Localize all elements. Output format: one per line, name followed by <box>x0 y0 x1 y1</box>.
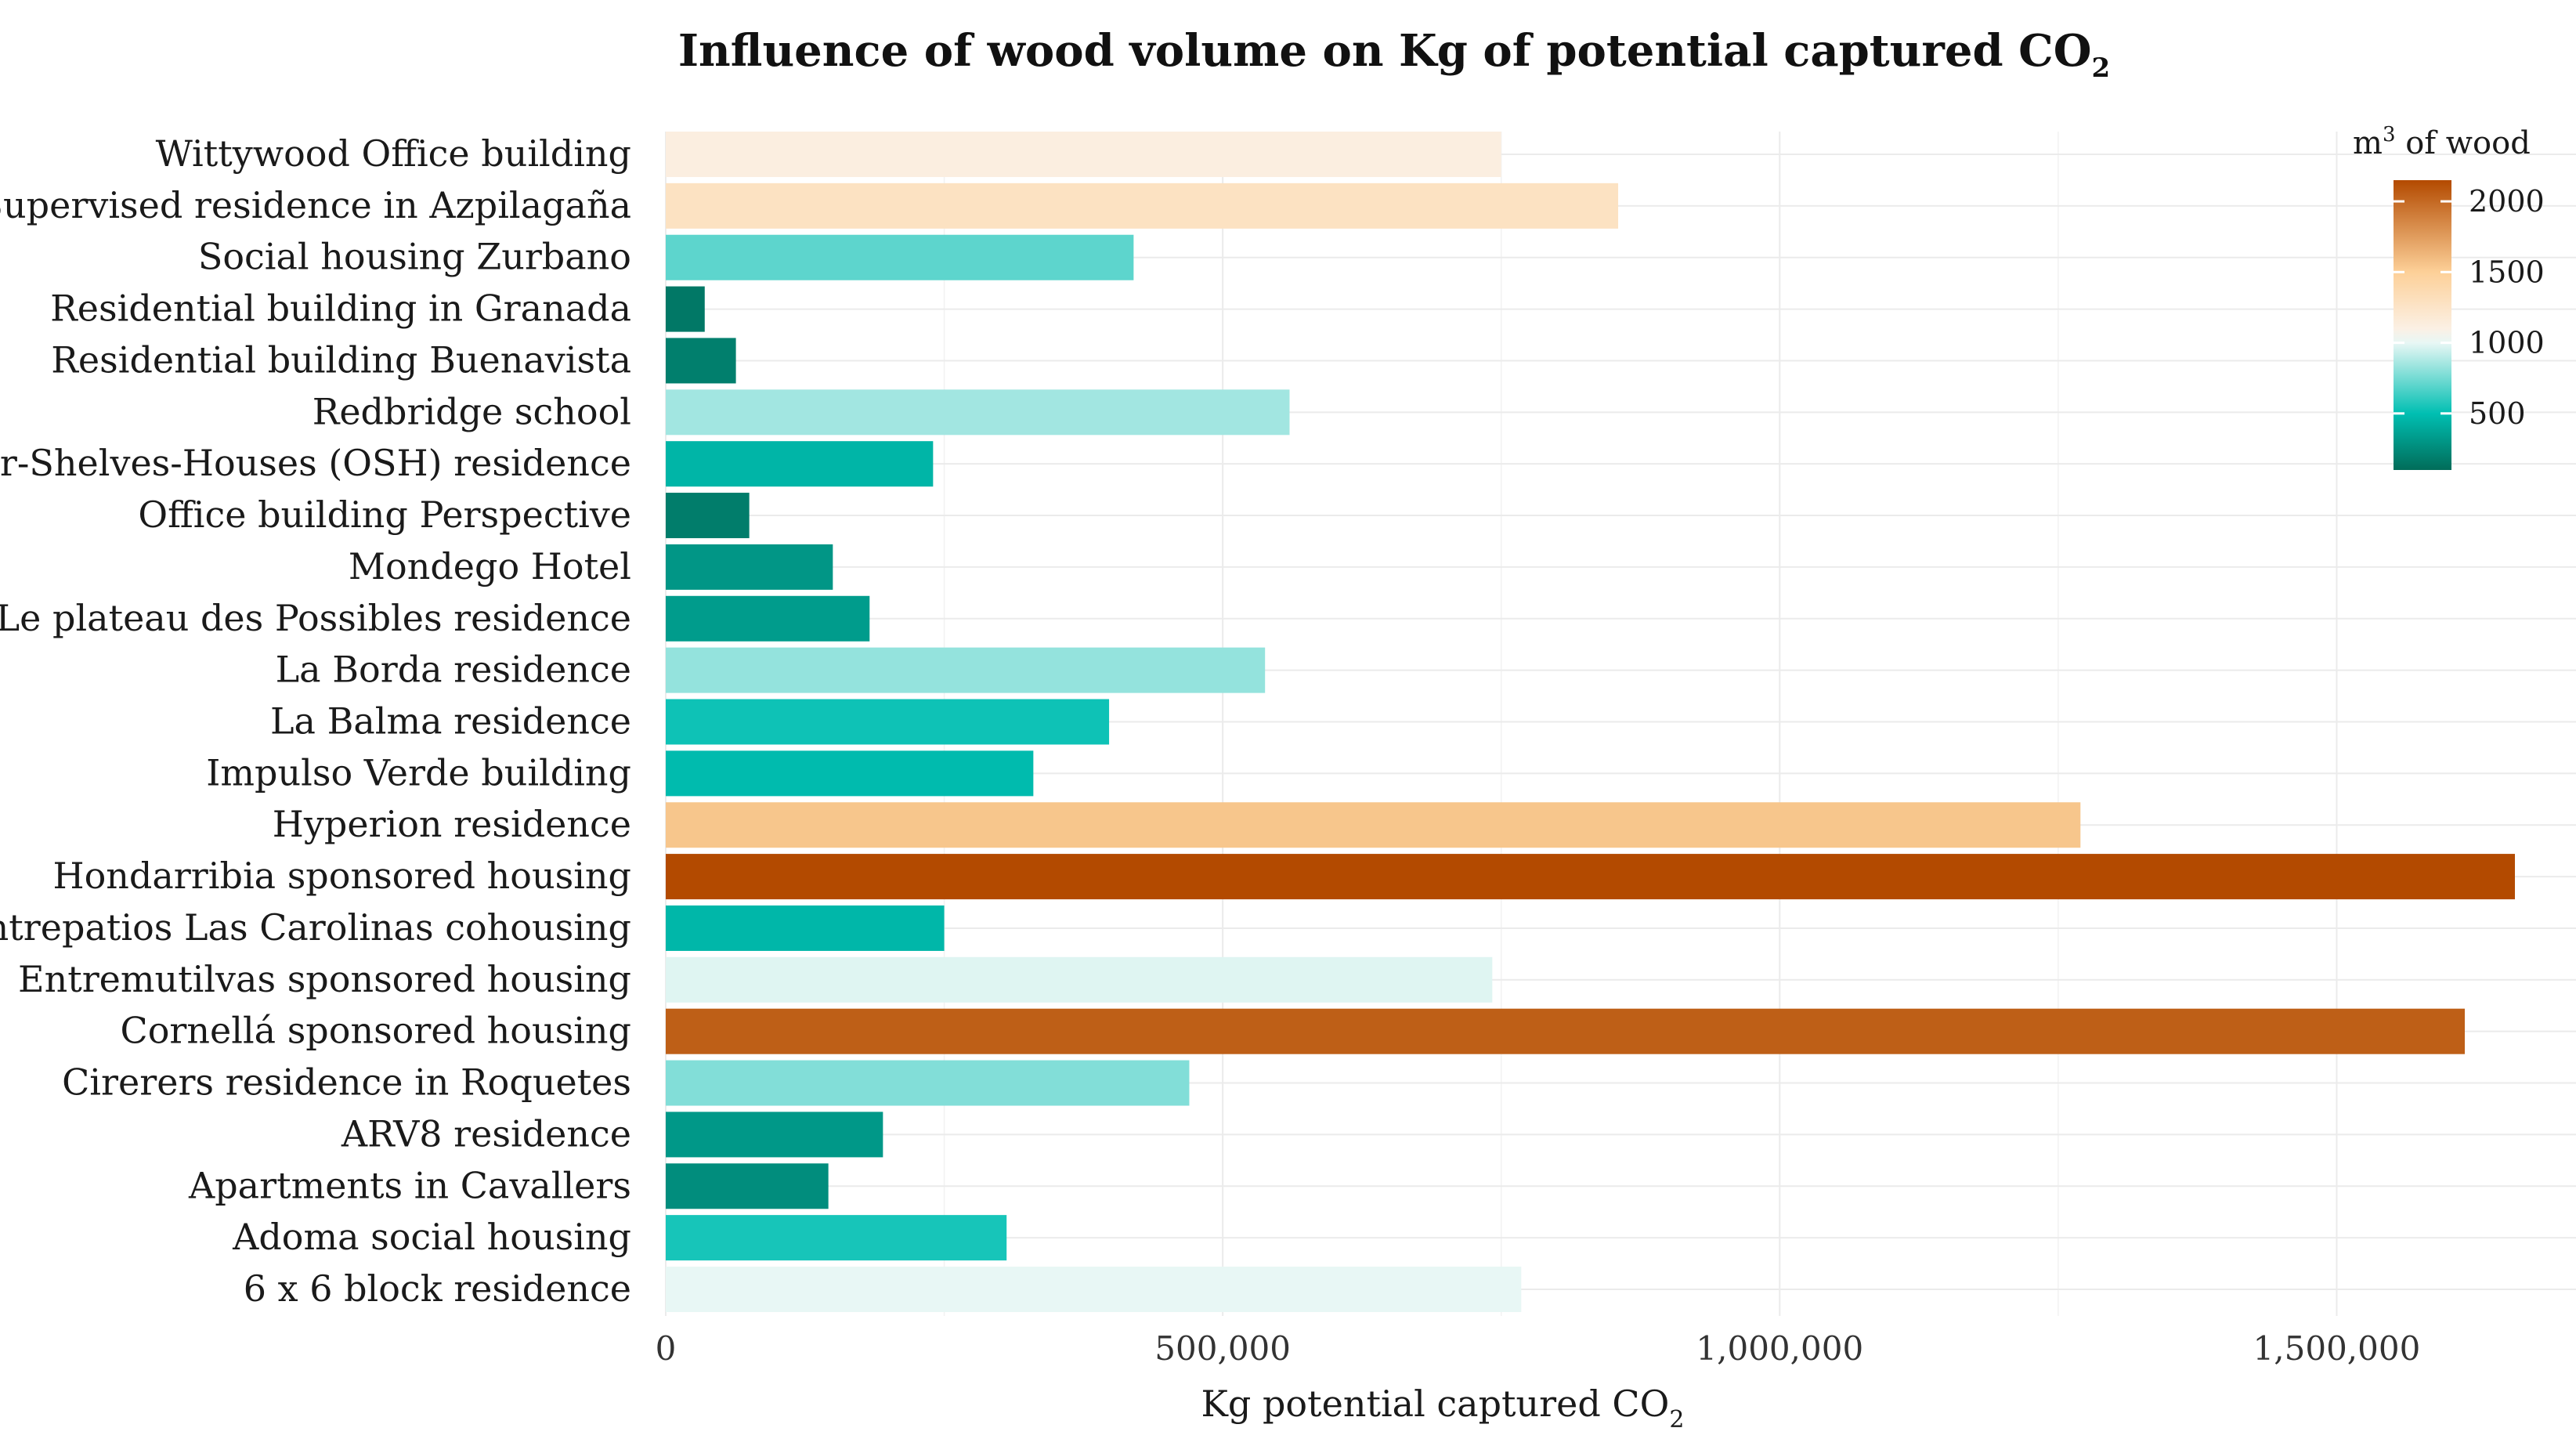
category-label: Social housing Zurbano <box>198 236 631 278</box>
color-legend: m3 of wood 500 1000 1500 2000 <box>2353 123 2545 470</box>
x-tick-label: 0 <box>656 1329 677 1368</box>
legend-title: m3 of wood <box>2353 123 2531 161</box>
bar <box>666 286 705 332</box>
category-label: Office building Perspective <box>138 493 631 536</box>
category-label: Our-Shelves-Houses (OSH) residence <box>0 442 631 484</box>
bar <box>666 1163 829 1209</box>
bar <box>666 1112 883 1158</box>
legend-tick-label: 1500 <box>2469 255 2545 289</box>
bar <box>666 132 1501 177</box>
bar <box>666 544 833 590</box>
category-label: Redbridge school <box>313 390 631 432</box>
category-labels: Wittywood Office building Supervised resi… <box>0 132 631 1310</box>
bar <box>666 905 945 951</box>
category-label: Cirerers residence in Roquetes <box>62 1061 631 1104</box>
category-label: 6 x 6 block residence <box>244 1267 631 1310</box>
category-label: Cornellá sponsored housing <box>121 1010 632 1052</box>
category-label: La Balma residence <box>270 700 631 743</box>
category-label: Le plateau des Possibles residence <box>0 597 631 639</box>
legend-tick-label: 500 <box>2469 396 2526 431</box>
bars <box>666 132 2515 1312</box>
category-label: Adoma social housing <box>232 1216 631 1258</box>
bar <box>666 699 1110 745</box>
category-label: Entremutilvas sponsored housing <box>18 958 631 1000</box>
bar <box>666 956 1493 1003</box>
bar <box>666 338 736 384</box>
bar <box>666 1060 1190 1106</box>
category-label: Apartments in Cavallers <box>188 1164 631 1206</box>
bar <box>666 802 2081 848</box>
legend-colorbar <box>2394 180 2451 470</box>
bar <box>666 1008 2465 1054</box>
bar <box>666 750 1034 797</box>
category-label: ARV8 residence <box>341 1112 631 1155</box>
legend-ticks: 500 1000 1500 2000 <box>2394 184 2545 431</box>
category-label: Impulso Verde building <box>206 751 631 793</box>
category-label: Hyperion residence <box>273 803 631 845</box>
bar <box>666 389 1290 436</box>
bar <box>666 441 934 487</box>
bar <box>666 1267 1522 1312</box>
x-tick-label: 500,000 <box>1154 1329 1291 1368</box>
x-tick-label: 1,000,000 <box>1696 1329 1863 1368</box>
category-label: La Borda residence <box>276 649 631 691</box>
bar <box>666 493 750 539</box>
category-label: Supervised residence in Azpilagaña <box>0 184 631 226</box>
x-axis-tick-labels: 0 500,000 1,000,000 1,500,000 <box>656 1329 2421 1368</box>
bar <box>666 183 1619 229</box>
bar <box>666 234 1134 280</box>
x-axis-title: Kg potential captured CO2 <box>1201 1383 1685 1433</box>
category-label: Residential building Buenavista <box>51 338 631 381</box>
bar <box>666 595 870 642</box>
legend-tick-label: 2000 <box>2469 184 2545 219</box>
category-label: Mondego Hotel <box>349 545 631 587</box>
category-label: Hondarribia sponsored housing <box>53 855 632 897</box>
category-label: Wittywood Office building <box>156 132 631 175</box>
legend-tick-label: 1000 <box>2469 326 2545 360</box>
bar <box>666 1215 1007 1261</box>
bar <box>666 854 2515 900</box>
category-label: Entrepatios Las Carolinas cohousing <box>0 906 631 949</box>
category-label: Residential building in Granada <box>50 287 631 330</box>
x-tick-label: 1,500,000 <box>2253 1329 2421 1368</box>
chart-title: Influence of wood volume on Kg of potent… <box>678 25 2110 84</box>
bar <box>666 647 1266 693</box>
